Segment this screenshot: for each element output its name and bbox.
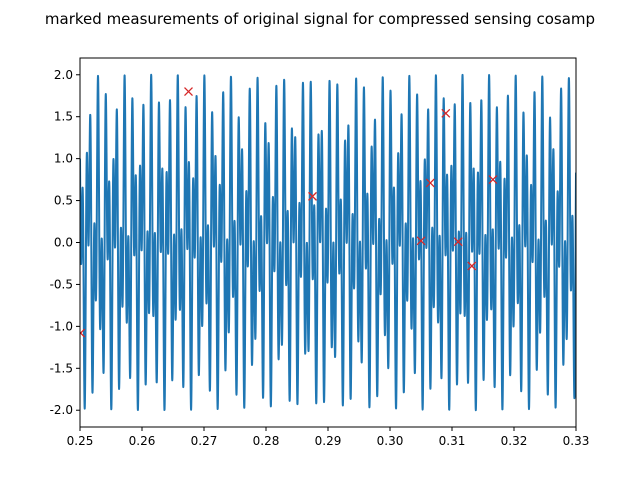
measurement-marker-7 <box>453 237 463 247</box>
measurement-marker-9 <box>488 175 498 185</box>
chart-title: marked measurements of original signal f… <box>45 10 595 28</box>
x-tick-label: 0.27 <box>191 434 218 448</box>
measurement-marker-5 <box>425 178 435 188</box>
y-axis: -2.0 -1.5 -1.0 -0.5 0.0 0.5 1.0 1.5 2.0 <box>50 68 80 417</box>
y-tick-label: -0.5 <box>50 277 73 291</box>
x-tick-label: 0.30 <box>377 434 404 448</box>
x-tick-label: 0.26 <box>129 434 156 448</box>
x-tick-label: 0.33 <box>563 434 590 448</box>
y-tick-label: 0.0 <box>54 236 73 250</box>
measurement-marker-2 <box>184 87 193 97</box>
signal-line <box>80 73 576 412</box>
measurement-marker-6 <box>441 108 451 118</box>
axes-frame <box>79 57 577 428</box>
y-tick-label: 1.0 <box>54 152 73 166</box>
y-tick-label: 2.0 <box>54 68 73 82</box>
y-tick-label: 1.5 <box>54 110 73 124</box>
x-tick-label: 0.25 <box>67 434 94 448</box>
y-tick-label: -2.0 <box>50 403 73 417</box>
x-tick-label: 0.31 <box>439 434 466 448</box>
measurement-marker-1 <box>80 328 86 338</box>
measurement-marker-8 <box>467 261 477 271</box>
x-tick-label: 0.29 <box>315 434 342 448</box>
x-tick-label: 0.32 <box>501 434 528 448</box>
x-tick-label: 0.28 <box>253 434 280 448</box>
x-axis: 0.25 0.26 0.27 0.28 0.29 0.30 0.31 0.32 0.33 <box>67 427 590 448</box>
measurement-marker-4 <box>416 236 426 246</box>
y-tick-label: -1.5 <box>50 361 73 375</box>
y-tick-label: 0.5 <box>54 194 73 208</box>
y-tick-label: -1.0 <box>50 319 73 333</box>
plot-area <box>80 73 576 412</box>
measurement-marker-3 <box>308 191 317 201</box>
